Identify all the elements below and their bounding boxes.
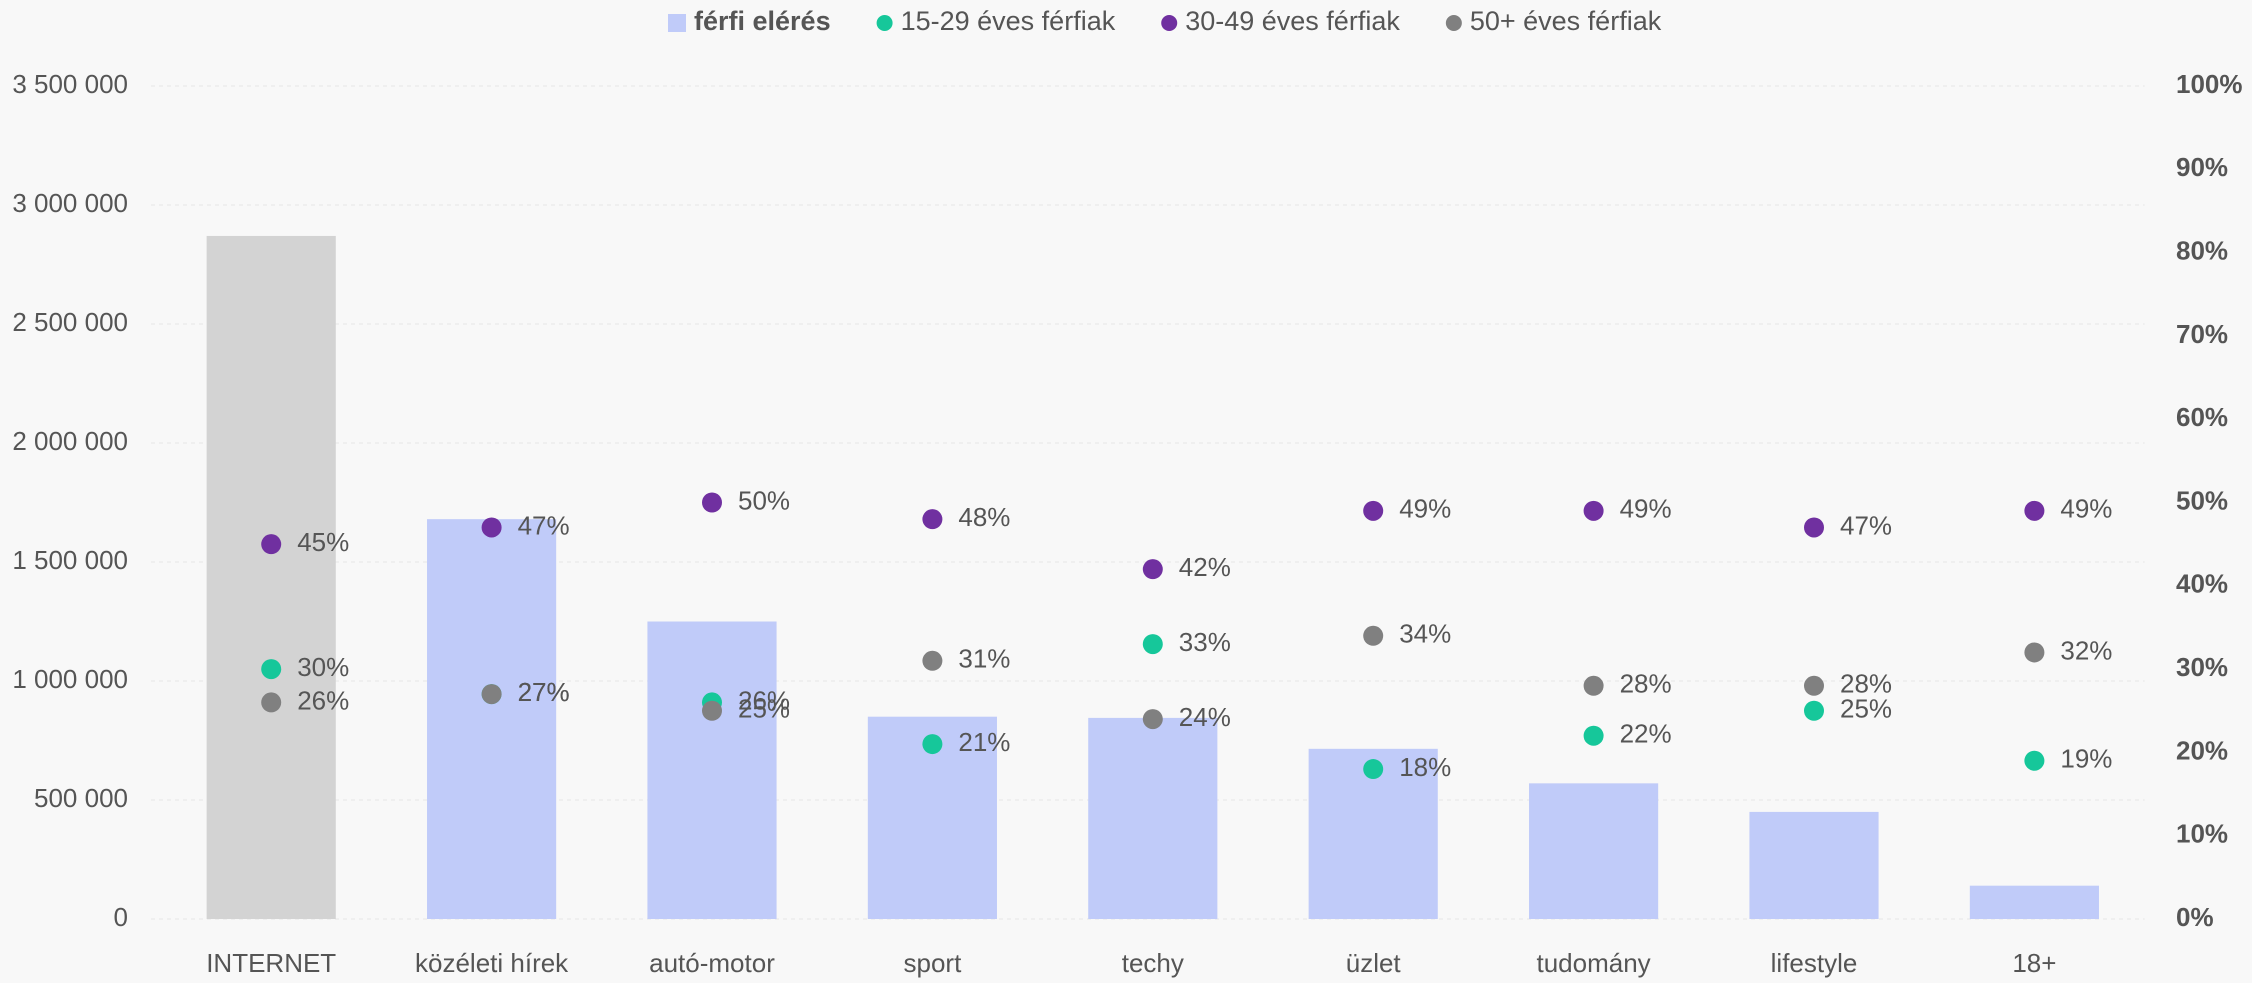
- data-label: 49%: [2060, 494, 2112, 524]
- bar: [647, 621, 777, 919]
- x-tick-label: autó-motor: [649, 948, 775, 978]
- dot: [1583, 725, 1604, 746]
- x-tick-label: sport: [903, 948, 962, 978]
- data-label: 45%: [297, 527, 349, 557]
- dot: [1363, 500, 1384, 521]
- data-label: 49%: [1620, 494, 1672, 524]
- legend-swatch: [1161, 15, 1178, 31]
- dot: [1142, 709, 1163, 730]
- y2-tick-label: 70%: [2176, 319, 2228, 349]
- legend-label: 30-49 éves férfiak: [1185, 6, 1400, 36]
- data-label: 28%: [1840, 669, 1892, 699]
- x-tick-label: 18+: [2012, 948, 2056, 978]
- data-label: 34%: [1399, 619, 1451, 649]
- y2-tick-label: 10%: [2176, 819, 2228, 849]
- x-tick-label: techy: [1122, 948, 1184, 978]
- data-label: 42%: [1179, 552, 1231, 582]
- y2-tick-label: 30%: [2176, 652, 2228, 682]
- data-label: 27%: [518, 677, 570, 707]
- legend-swatch: [1445, 15, 1462, 31]
- dot: [1142, 559, 1163, 580]
- dot: [702, 700, 722, 721]
- y-tick-label: 2 500 000: [12, 307, 128, 337]
- dot: [1804, 517, 1824, 538]
- y-tick-label: 500 000: [34, 783, 128, 813]
- y-tick-label: 3 000 000: [12, 188, 128, 218]
- y-tick-label: 3 500 000: [12, 69, 128, 99]
- y-tick-label: 0: [114, 902, 128, 932]
- y2-tick-label: 100%: [2176, 69, 2243, 99]
- data-label: 27%: [518, 677, 570, 707]
- x-tick-label: INTERNET: [206, 948, 336, 978]
- dot: [1804, 675, 1824, 696]
- x-tick-label: lifestyle: [1771, 948, 1858, 978]
- data-label: 25%: [738, 694, 790, 724]
- data-label: 31%: [958, 644, 1010, 674]
- data-label: 19%: [2060, 744, 2112, 774]
- legend-swatch: [668, 14, 686, 32]
- data-label: 49%: [1399, 494, 1451, 524]
- dot: [1804, 700, 1824, 721]
- data-label: 26%: [297, 685, 349, 715]
- data-label: 48%: [958, 502, 1010, 532]
- legend-label: 50+ éves férfiak: [1470, 6, 1662, 36]
- y-tick-label: 2 000 000: [12, 426, 128, 456]
- data-label: 26%: [738, 685, 790, 715]
- dot: [2024, 500, 2045, 521]
- data-label: 21%: [958, 727, 1010, 757]
- dot: [481, 684, 502, 705]
- bar: [1529, 783, 1659, 919]
- y2-tick-label: 90%: [2176, 152, 2228, 182]
- dot: [922, 509, 943, 530]
- bar: [427, 519, 557, 919]
- data-label: 25%: [1840, 694, 1892, 724]
- data-label: 30%: [297, 652, 349, 682]
- y2-tick-label: 40%: [2176, 569, 2228, 599]
- data-label: 28%: [1620, 669, 1672, 699]
- y2-tick-label: 0%: [2176, 902, 2214, 932]
- dot: [2024, 750, 2045, 771]
- dot: [702, 492, 722, 513]
- x-tick-label: tudomány: [1537, 948, 1651, 978]
- bar: [1088, 717, 1218, 919]
- dot: [1363, 759, 1384, 780]
- dot: [1363, 625, 1384, 646]
- data-label: 33%: [1179, 627, 1231, 657]
- legend-label: férfi elérés: [694, 6, 831, 36]
- y2-tick-label: 50%: [2176, 485, 2228, 515]
- data-label: 47%: [518, 510, 570, 540]
- dot: [2024, 642, 2045, 663]
- bar: [1969, 885, 2099, 919]
- y-tick-label: 1 000 000: [12, 664, 128, 694]
- dot: [261, 692, 282, 713]
- y-tick-label: 1 500 000: [12, 545, 128, 575]
- x-tick-label: közéleti hírek: [415, 948, 569, 978]
- data-label: 24%: [1179, 702, 1231, 732]
- data-label: 50%: [738, 485, 790, 515]
- legend-label: 15-29 éves férfiak: [901, 6, 1116, 36]
- x-tick-label: üzlet: [1346, 948, 1402, 978]
- dot: [1142, 634, 1163, 655]
- dot: [1583, 500, 1604, 521]
- legend-swatch: [876, 15, 893, 31]
- y2-tick-label: 20%: [2176, 735, 2228, 765]
- y2-tick-label: 60%: [2176, 402, 2228, 432]
- dot: [1583, 675, 1604, 696]
- bar: [206, 235, 336, 919]
- data-label: 47%: [1840, 510, 1892, 540]
- data-label: 18%: [1399, 752, 1451, 782]
- dot: [261, 659, 282, 680]
- data-label: 32%: [2060, 635, 2112, 665]
- data-label: 22%: [1620, 719, 1672, 749]
- dot: [481, 517, 502, 538]
- bar: [1749, 811, 1879, 919]
- dot: [922, 650, 943, 671]
- dot: [922, 734, 943, 755]
- dot: [261, 534, 282, 555]
- y2-tick-label: 80%: [2176, 235, 2228, 265]
